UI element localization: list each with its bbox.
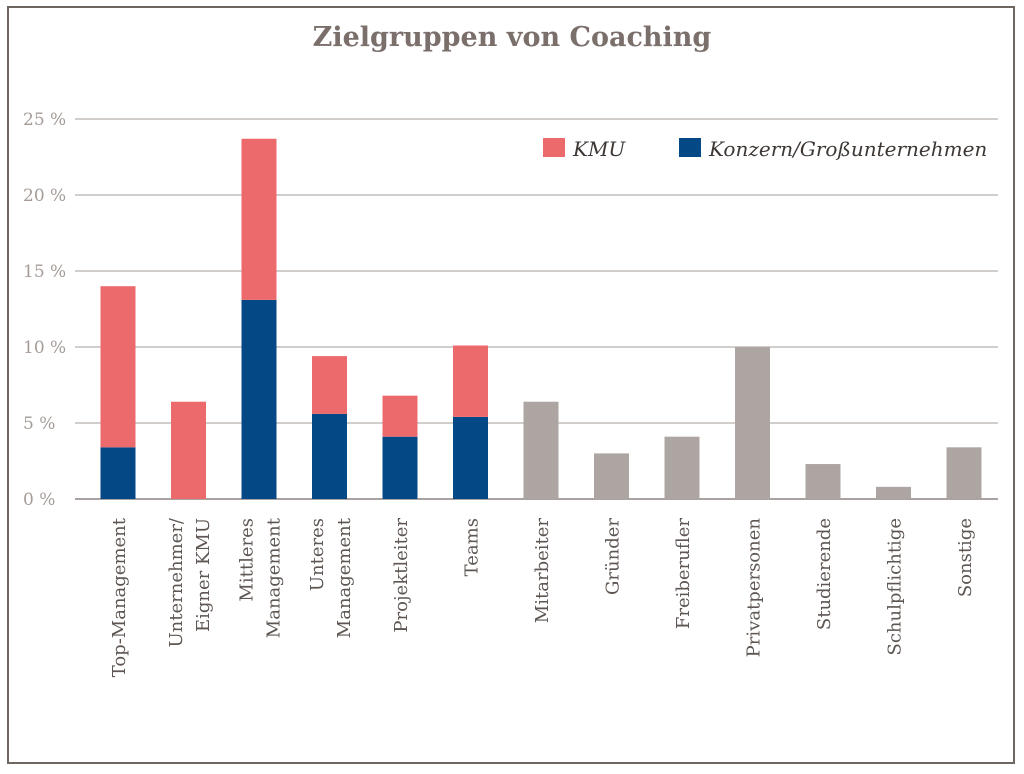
bar-other xyxy=(876,486,911,499)
bar-konzern xyxy=(382,436,418,499)
bar-other xyxy=(664,436,700,499)
y-tick-label: 25 % xyxy=(23,110,66,130)
y-tick-label: 15 % xyxy=(23,262,66,282)
y-tick-label: 5 % xyxy=(23,414,55,434)
category-label: Mitarbeiter xyxy=(532,518,553,624)
bar-kmu xyxy=(382,395,418,437)
category-label: Unteres Management xyxy=(307,517,355,638)
legend-swatch-kmu xyxy=(543,138,565,157)
category-label: Privatpersonen xyxy=(744,518,765,658)
bar-other xyxy=(523,401,559,499)
category-label: Freiberufler xyxy=(673,518,694,630)
bar-kmu xyxy=(171,401,206,499)
bar-konzern xyxy=(312,413,347,499)
legend-label: Konzern/Großunternehmen xyxy=(708,137,987,161)
bar-konzern xyxy=(453,416,488,499)
bar-kmu xyxy=(241,138,277,300)
bar-other xyxy=(735,347,770,499)
category-label: Gründer xyxy=(603,518,624,595)
category-label: Teams xyxy=(462,518,483,576)
category-label: Sonstige xyxy=(955,518,976,597)
category-label: Schulpflichtige xyxy=(885,518,906,655)
category-label: Projektleiter xyxy=(391,518,412,633)
chart-title: Zielgruppen von Coaching xyxy=(312,22,712,53)
legend-swatch-konzern xyxy=(679,138,701,157)
category-label: Unternehmer/Eigner KMU xyxy=(166,517,214,647)
bar-konzern xyxy=(100,447,136,499)
y-tick-label: 0 % xyxy=(23,490,55,510)
chart-frame xyxy=(7,6,1015,764)
bar-other xyxy=(805,464,841,499)
bar-kmu xyxy=(453,345,488,417)
y-tick-label: 20 % xyxy=(23,186,66,206)
category-label: Mittleres Management xyxy=(237,517,285,638)
y-tick-label: 10 % xyxy=(23,338,66,358)
legend-label: KMU xyxy=(572,137,626,161)
bar-kmu xyxy=(312,356,347,414)
bar-other xyxy=(946,447,982,499)
bar-other xyxy=(594,453,629,499)
category-label: Studierende xyxy=(814,518,835,630)
category-label: Top-Management xyxy=(109,517,130,677)
bar-kmu xyxy=(100,286,136,448)
bar-konzern xyxy=(241,299,277,499)
